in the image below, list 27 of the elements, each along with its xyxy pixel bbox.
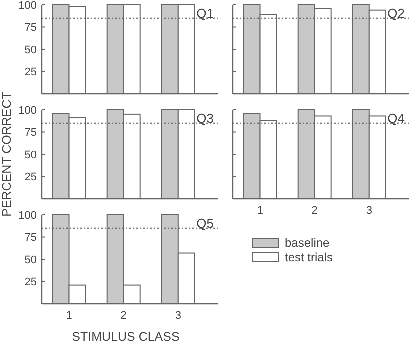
y-tick-label: 75	[24, 127, 37, 140]
chart-title: Q1	[196, 6, 214, 21]
chart-title: Q2	[388, 6, 405, 21]
x-tick-label: 3	[175, 310, 182, 322]
x-tick-label: 2	[312, 205, 318, 217]
y-tick-label: 25	[24, 276, 37, 289]
x-tick-label: 2	[120, 310, 127, 322]
chart-title: Q4	[388, 111, 405, 126]
x-tick-label: 3	[366, 205, 372, 217]
x-axis-title: STIMULUS CLASS	[72, 330, 180, 341]
y-tick-label: 100	[18, 0, 37, 12]
y-tick-label: 75	[24, 232, 37, 244]
x-tick-label: 1	[257, 205, 264, 217]
y-tick-label: 50	[24, 44, 37, 56]
y-tick-label: 50	[24, 254, 37, 266]
y-tick-label: 25	[24, 66, 37, 79]
y-tick-label: 100	[18, 104, 37, 117]
chart-title: Q5	[196, 216, 214, 231]
chart-title: Q3	[196, 111, 214, 126]
legend-label: baseline	[285, 236, 330, 250]
y-axis-title: PERCENT CORRECT	[0, 92, 14, 217]
legend-label: test trials	[285, 250, 334, 265]
y-tick-label: 75	[24, 22, 37, 34]
x-tick-label: 1	[66, 310, 72, 322]
y-tick-label: 100	[18, 210, 37, 222]
y-tick-label: 25	[24, 172, 37, 184]
y-tick-label: 50	[24, 149, 37, 162]
